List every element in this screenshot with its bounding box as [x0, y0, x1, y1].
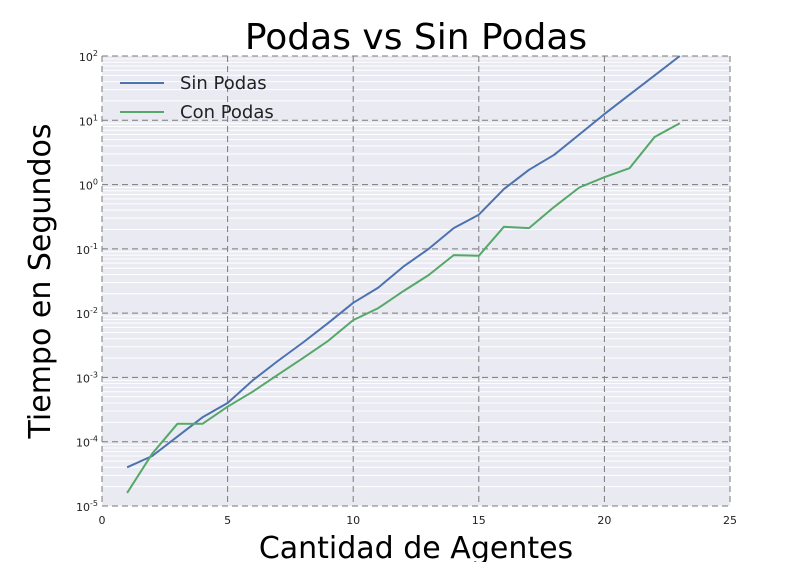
series-layer — [126, 55, 681, 494]
plot-area — [102, 56, 730, 506]
legend-label: Con Podas — [180, 102, 274, 123]
x-tick-label: 5 — [224, 514, 231, 527]
chart-title: Podas vs Sin Podas — [245, 17, 587, 58]
x-tick-labels: 0 5 10 15 20 25 — [99, 514, 738, 527]
y-tick-label: 10-2 — [76, 306, 98, 321]
y-tick-label: 10-3 — [76, 370, 98, 385]
x-tick-label: 25 — [723, 514, 737, 527]
major-grid — [101, 55, 731, 507]
series-line-sin-podas — [126, 55, 681, 469]
y-tick-label: 102 — [79, 49, 98, 64]
legend: Sin Podas Con Podas — [120, 73, 274, 123]
y-tick-label: 10-1 — [76, 242, 98, 257]
x-tick-label: 10 — [346, 514, 360, 527]
minor-grid — [102, 58, 730, 488]
x-tick-label: 15 — [472, 514, 486, 527]
y-tick-label: 100 — [79, 178, 98, 193]
x-axis-label: Cantidad de Agentes — [259, 531, 573, 562]
series-line-con-podas — [126, 122, 681, 494]
y-tick-label: 10-5 — [76, 499, 98, 514]
x-tick-label: 0 — [99, 514, 106, 527]
y-axis-label: Tiempo en Segundos — [23, 124, 58, 440]
y-tick-labels: 10-5 10-4 10-3 10-2 10-1 100 101 102 — [76, 49, 98, 514]
y-tick-label: 101 — [79, 113, 98, 128]
legend-label: Sin Podas — [180, 73, 267, 94]
y-tick-label: 10-4 — [76, 435, 98, 450]
x-tick-label: 20 — [597, 514, 611, 527]
